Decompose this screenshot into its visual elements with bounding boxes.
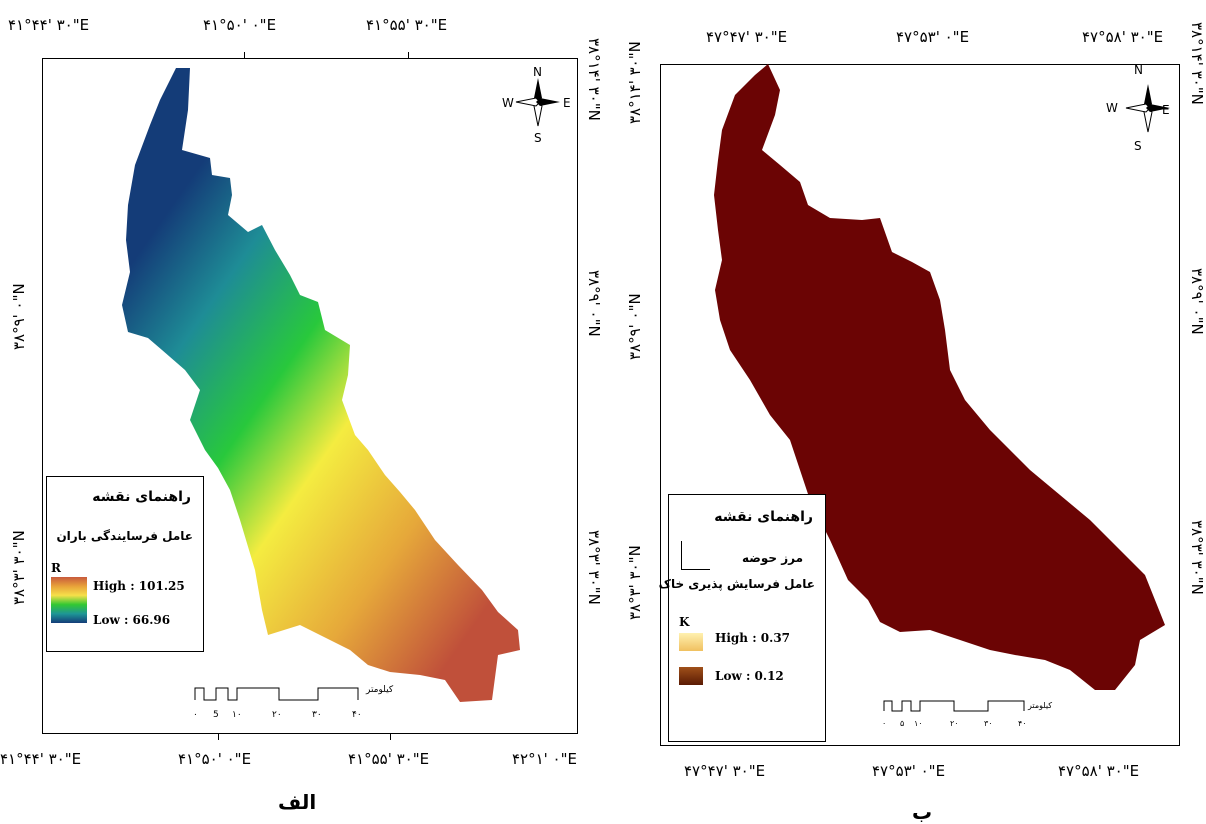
north-arrow-icon: [515, 78, 560, 127]
coord-top-b-1: ۴۷°۴۷' ۳۰"E: [706, 28, 788, 46]
scale-unit-b: کیلومتر: [1028, 701, 1053, 710]
coord-top-b-2: ۴۷°۵۳' ۰"E: [896, 28, 970, 46]
legend-low: Low : 66.96: [93, 613, 171, 627]
coord-bottom-b-2: ۴۷°۵۳' ۰"E: [872, 762, 946, 780]
legend-rainfall: راهنمای نقشه عامل فرسایندگی باران R High…: [46, 476, 204, 652]
legend-title: راهنمای نقشه: [92, 489, 191, 505]
coord-top-a-2: ۴۱°۵۰' ۰"E: [203, 16, 277, 34]
legend-symbol: K: [679, 615, 690, 629]
scale-bar-a: [194, 687, 359, 701]
coord-bottom-a-3: ۴۱°۵۵' ۳۰"E: [348, 750, 430, 768]
low-swatch: [679, 667, 703, 685]
legend-title: راهنمای نقشه: [714, 509, 813, 525]
legend-high: High : 0.37: [715, 631, 791, 645]
legend-soil: راهنمای نقشه مرز حوضه عامل فرسایش پذیری …: [659, 494, 826, 742]
coord-bottom-a-1: ۴۱°۴۴' ۳۰"E: [0, 750, 82, 768]
coord-bottom-b-1: ۴۷°۴۷' ۳۰"E: [684, 762, 766, 780]
scale-bar-b: [883, 700, 1025, 712]
coord-bottom-a-4: ۴۲°۱' ۰"E: [512, 750, 577, 768]
boundary-swatch: [681, 541, 710, 570]
coord-top-a-1: ۴۱°۴۴' ۳۰"E: [8, 16, 90, 34]
high-swatch: [679, 633, 703, 651]
legend-low: Low : 0.12: [715, 669, 784, 683]
coord-bottom-a-2: ۴۱°۵۰' ۰"E: [178, 750, 252, 768]
legend-subtitle: عامل فرسایش پذیری خاک: [658, 577, 815, 591]
legend-subtitle: عامل فرسایندگی باران: [56, 529, 193, 543]
north-arrow-icon: [1125, 84, 1170, 133]
coord-top-b-3: ۴۷°۵۸' ۳۰"E: [1082, 28, 1164, 46]
legend-high: High : 101.25: [93, 579, 185, 593]
coord-bottom-b-3: ۴۷°۵۸' ۳۰"E: [1058, 762, 1140, 780]
color-ramp: [51, 577, 87, 623]
coord-top-a-3: ۴۱°۵۵' ۳۰"E: [366, 16, 448, 34]
caption-a: الف: [278, 790, 317, 814]
caption-b: ب: [912, 800, 933, 824]
legend-boundary: مرز حوضه: [741, 551, 803, 565]
legend-symbol: R: [51, 561, 61, 575]
scale-unit-a: کیلومتر: [366, 685, 394, 695]
